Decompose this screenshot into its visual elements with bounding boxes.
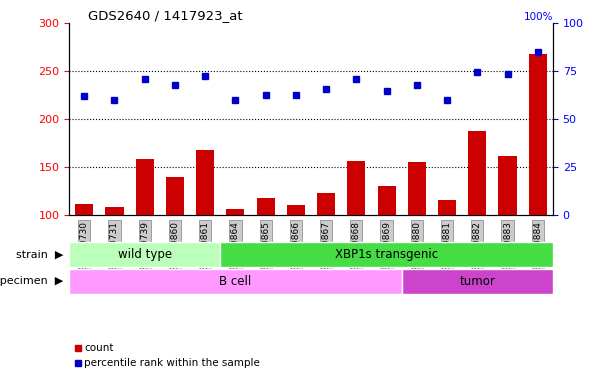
Bar <box>317 193 335 215</box>
Bar <box>377 186 395 215</box>
Bar <box>347 161 365 215</box>
Bar <box>166 177 184 215</box>
Text: B cell: B cell <box>219 275 252 288</box>
Text: specimen  ▶: specimen ▶ <box>0 276 63 286</box>
Text: percentile rank within the sample: percentile rank within the sample <box>84 358 260 368</box>
Text: wild type: wild type <box>118 248 172 261</box>
Text: GDS2640 / 1417923_at: GDS2640 / 1417923_at <box>88 9 243 22</box>
Text: XBP1s transgenic: XBP1s transgenic <box>335 248 438 261</box>
Bar <box>196 150 215 215</box>
Bar <box>401 269 553 294</box>
Bar <box>227 209 245 215</box>
Bar <box>468 131 486 215</box>
Bar <box>105 207 124 215</box>
Bar <box>75 204 93 215</box>
Bar <box>529 54 547 215</box>
Text: 100%: 100% <box>523 12 553 22</box>
Bar <box>287 205 305 215</box>
Bar <box>221 242 553 267</box>
Text: tumor: tumor <box>459 275 495 288</box>
Text: strain  ▶: strain ▶ <box>16 249 63 260</box>
Bar <box>408 162 426 215</box>
Bar <box>257 198 275 215</box>
Bar <box>69 269 401 294</box>
Bar <box>136 159 154 215</box>
Bar <box>498 157 517 215</box>
Bar <box>438 200 456 215</box>
Text: count: count <box>84 343 114 353</box>
Bar <box>69 242 221 267</box>
